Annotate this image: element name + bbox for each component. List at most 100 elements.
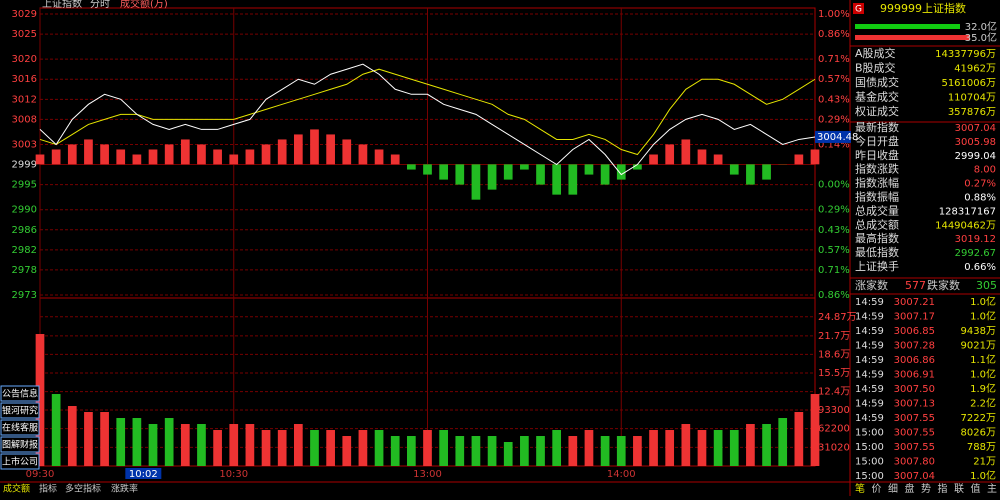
tick-time: 15:00	[855, 457, 884, 468]
breadth-bar	[52, 149, 61, 164]
breadth-bar	[294, 134, 303, 164]
breadth-bar	[133, 155, 142, 165]
stat-label: 今日开盘	[855, 134, 899, 148]
stat-label: 总成交额	[855, 217, 899, 231]
volume-bar	[536, 436, 545, 466]
breadth-bar	[278, 139, 287, 164]
x-tick-label: 09:30	[26, 469, 55, 480]
breadth-bar	[262, 144, 271, 164]
breadth-bar	[746, 164, 755, 184]
stat-value: 8.00	[974, 165, 996, 176]
panel-tab[interactable]: 指	[938, 482, 948, 495]
volume-bar	[278, 430, 287, 466]
volume-bar	[133, 418, 142, 466]
volume-bar	[778, 418, 787, 466]
tick-time: 14:59	[855, 413, 884, 424]
breadth-bar	[730, 164, 739, 174]
breadth-bar	[617, 164, 626, 179]
panel-tab[interactable]: 主	[987, 483, 997, 495]
stat-value: 128317167	[939, 206, 996, 217]
tick-volume: 9438万	[961, 326, 996, 337]
tick-volume: 9021万	[961, 341, 996, 352]
indicator: 成交额(万)	[120, 0, 168, 10]
tick-volume: 788万	[967, 442, 996, 453]
volume-bar	[714, 430, 723, 466]
v-tick-label: 24.87万	[818, 312, 857, 323]
breadth-bar	[681, 139, 690, 164]
bottom-tab[interactable]: 涨跌率	[111, 483, 138, 495]
breadth-bar	[698, 149, 707, 164]
bottom-tab[interactable]: 成交额	[3, 483, 30, 495]
tick-time: 14:59	[855, 326, 884, 337]
volume-bar	[681, 424, 690, 466]
pct-label: 0.00%	[818, 180, 850, 191]
v-tick-label: 21.7万	[818, 331, 850, 342]
tick-volume: 8026万	[961, 428, 996, 439]
v-tick-label: 12.4万	[818, 387, 850, 398]
tick-price: 3006.86	[894, 355, 935, 366]
panel-tab[interactable]: 势	[921, 482, 931, 495]
tick-volume: 1.0亿	[970, 368, 996, 381]
volume-bar	[359, 430, 368, 466]
volume-bar	[665, 430, 674, 466]
stat-label: 最高指数	[855, 231, 899, 245]
pct-label: 0.29%	[818, 114, 850, 125]
stat-value: 41962万	[954, 64, 996, 75]
breadth-bar	[326, 134, 335, 164]
panel-tab[interactable]: 联	[954, 483, 964, 495]
x-tick-label: 13:00	[413, 469, 442, 480]
pct-label: 0.43%	[818, 225, 850, 236]
volume-bar	[116, 418, 125, 466]
breadth-bar	[601, 164, 610, 184]
breadth-bar	[197, 144, 206, 164]
volume-bar	[795, 412, 804, 466]
tick-time: 14:59	[855, 341, 884, 352]
tick-price: 3007.13	[894, 399, 935, 410]
volume-bar	[181, 424, 190, 466]
breadth-bar	[359, 144, 368, 164]
breadth-bar	[439, 164, 448, 179]
breadth-bar	[762, 164, 771, 179]
chart-title: 上证指数	[42, 0, 82, 10]
stat-label: 上证换手	[855, 259, 899, 273]
stat-label: B股成交	[855, 61, 896, 75]
volume-bar	[310, 430, 319, 466]
breadth-bar	[310, 129, 319, 164]
tick-time: 15:00	[855, 428, 884, 439]
volume-bar	[633, 436, 642, 466]
tick-time: 14:59	[855, 297, 884, 308]
stat-value: 2992.67	[955, 248, 996, 259]
bottom-tab[interactable]: 指标	[39, 483, 57, 495]
breadth-bar	[165, 144, 174, 164]
x-tick-label: 10:30	[219, 469, 248, 480]
cursor-label: 10:02	[129, 469, 158, 480]
tick-price: 3007.80	[894, 457, 935, 468]
breadth-bar	[536, 164, 545, 184]
y-tick-label: 2999	[12, 160, 37, 171]
icon: G	[855, 5, 862, 15]
tick-price: 3007.21	[894, 297, 935, 308]
y-tick-label: 3016	[12, 74, 37, 85]
panel-tab[interactable]: 盘	[905, 482, 915, 495]
up-label: 涨家数	[855, 278, 888, 292]
panel-tab[interactable]: 价	[872, 483, 882, 495]
breadth-bar	[423, 164, 432, 174]
v-tick-label: 62200	[818, 424, 850, 435]
panel-tab[interactable]: 笔	[855, 482, 865, 495]
panel-tab[interactable]: 细	[888, 482, 898, 495]
stat-value: 3019.12	[955, 234, 996, 245]
stat-label: 昨日收盘	[855, 148, 899, 162]
bar-label: 35.0亿	[965, 31, 997, 44]
tick-time: 14:59	[855, 384, 884, 395]
breadth-bar	[472, 164, 481, 199]
bottom-tab[interactable]: 多空指标	[65, 483, 101, 495]
stat-label: 指数涨幅	[855, 176, 899, 190]
breadth-bar	[181, 139, 190, 164]
tick-price: 3007.55	[894, 428, 935, 439]
volume-bar	[730, 430, 739, 466]
side-button-label: 上市公司	[2, 456, 38, 468]
panel-tab[interactable]: 值	[971, 482, 981, 495]
volume-bar	[455, 436, 464, 466]
